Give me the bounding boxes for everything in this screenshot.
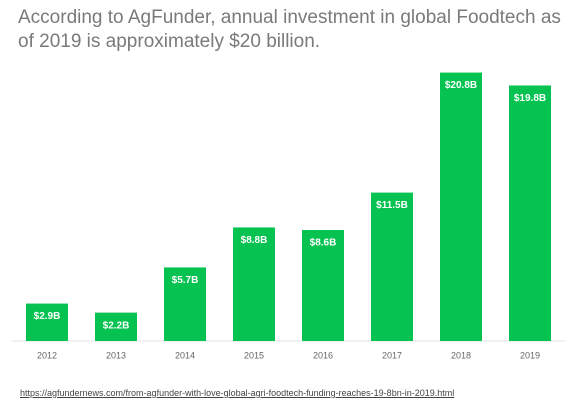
bar (233, 227, 275, 341)
value-label: $11.5B (376, 200, 408, 211)
value-label: $19.8B (514, 93, 546, 104)
source-link[interactable]: https://agfundernews.com/from-agfunder-w… (20, 388, 455, 398)
bar (371, 192, 413, 341)
bar (164, 267, 206, 341)
value-label: $2.2B (103, 320, 130, 331)
x-tick-label: 2019 (520, 350, 540, 360)
bar (440, 72, 482, 341)
bar (26, 303, 68, 341)
chart-title: According to AgFunder, annual investment… (18, 7, 561, 52)
x-tick-label: 2018 (451, 350, 471, 360)
bar (509, 85, 551, 341)
value-label: $20.8B (445, 80, 477, 91)
bar (95, 312, 137, 341)
value-label: $2.9B (34, 311, 61, 322)
x-tick-label: 2014 (175, 350, 195, 360)
x-tick-label: 2015 (244, 350, 264, 360)
x-tick-label: 2017 (382, 350, 402, 360)
x-tick-label: 2012 (37, 350, 57, 360)
x-tick-label: 2016 (313, 350, 333, 360)
value-label: $8.6B (310, 238, 337, 249)
x-tick-label: 2013 (106, 350, 126, 360)
bar (302, 230, 344, 341)
value-label: $8.8B (241, 235, 268, 246)
value-label: $5.7B (172, 275, 199, 286)
